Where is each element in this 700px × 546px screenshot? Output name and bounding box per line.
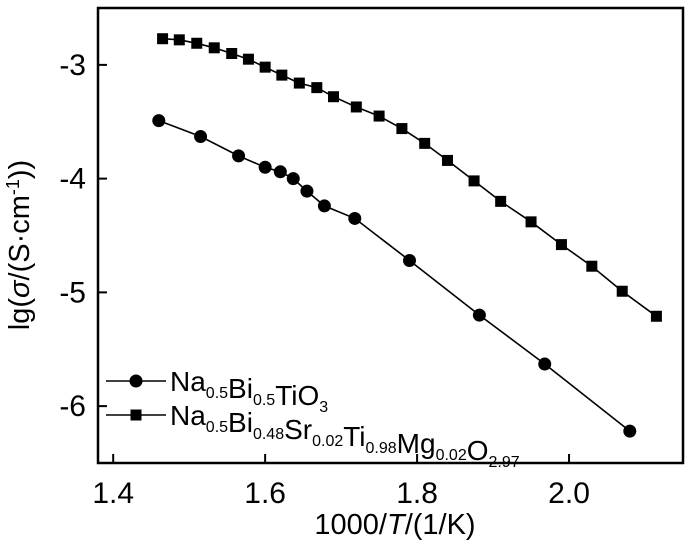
x-tick-label: 1.4 bbox=[92, 477, 134, 510]
data-point-circle bbox=[538, 357, 552, 371]
y-axis-ticks: -3 -4 -5 -6 bbox=[59, 49, 107, 423]
data-point-circle bbox=[402, 254, 416, 268]
data-point-circle bbox=[152, 114, 166, 128]
data-point-square bbox=[208, 42, 220, 54]
data-point-square bbox=[468, 175, 480, 187]
data-point-circle bbox=[472, 308, 486, 322]
data-point-square bbox=[495, 195, 507, 207]
data-point-square bbox=[616, 285, 628, 297]
data-point-circle bbox=[232, 149, 246, 163]
legend-entry: Na0.5Bi0.5TiO3 bbox=[106, 366, 328, 416]
data-point-square bbox=[419, 137, 431, 149]
x-tick-label: 1.6 bbox=[244, 477, 286, 510]
series-2 bbox=[157, 33, 662, 322]
legend: Na0.5Bi0.5TiO3Na0.5Bi0.48Sr0.02Ti0.98Mg0… bbox=[106, 366, 520, 471]
data-point-square bbox=[650, 310, 662, 322]
y-tick-label: -4 bbox=[59, 163, 86, 196]
data-point-square bbox=[311, 82, 323, 94]
data-point-square bbox=[328, 91, 340, 103]
x-axis-title: 1000/T/(1/K) bbox=[314, 509, 475, 541]
data-point-circle bbox=[317, 199, 331, 213]
data-point-square bbox=[525, 216, 537, 228]
series-layer bbox=[152, 33, 662, 438]
data-point-square bbox=[441, 154, 453, 166]
data-point-square bbox=[586, 260, 598, 272]
plot-frame bbox=[96, 6, 685, 465]
data-point-square bbox=[242, 53, 254, 65]
data-point-square bbox=[276, 69, 288, 81]
data-point-square bbox=[191, 37, 203, 49]
y-axis-title: lg(σ/(S·cm-1)) bbox=[3, 160, 36, 330]
data-point-circle bbox=[194, 130, 208, 144]
data-point-square bbox=[173, 34, 185, 46]
series-line bbox=[162, 37, 657, 317]
data-point-square bbox=[350, 101, 362, 113]
data-point-circle bbox=[300, 184, 314, 198]
y-tick-label: -5 bbox=[59, 276, 86, 309]
data-point-circle bbox=[348, 211, 362, 225]
legend-label: Na0.5Bi0.5TiO3 bbox=[170, 366, 328, 416]
data-point-square bbox=[293, 77, 305, 89]
x-tick-label: 2.0 bbox=[548, 477, 590, 510]
y-tick-label: -6 bbox=[59, 390, 86, 423]
legend-marker-circle bbox=[129, 374, 143, 388]
data-point-circle bbox=[623, 424, 637, 438]
data-point-square bbox=[555, 239, 567, 251]
data-point-circle bbox=[273, 165, 287, 179]
data-point-square bbox=[373, 110, 385, 122]
y-tick-label: -3 bbox=[59, 49, 86, 82]
legend-entry: Na0.5Bi0.48Sr0.02Ti0.98Mg0.02O2.97 bbox=[106, 400, 520, 471]
x-tick-label: 1.8 bbox=[396, 477, 438, 510]
plot-border bbox=[96, 6, 685, 465]
data-point-square bbox=[157, 33, 169, 45]
legend-marker-square bbox=[130, 409, 142, 421]
x-axis-ticks: 1.4 1.6 1.8 2.0 bbox=[92, 454, 590, 510]
data-point-square bbox=[396, 123, 408, 135]
data-point-square bbox=[226, 48, 238, 59]
data-point-circle bbox=[258, 160, 272, 174]
data-point-square bbox=[259, 61, 271, 73]
legend-label: Na0.5Bi0.48Sr0.02Ti0.98Mg0.02O2.97 bbox=[170, 400, 520, 471]
series-1 bbox=[152, 114, 637, 438]
data-point-circle bbox=[286, 172, 300, 186]
